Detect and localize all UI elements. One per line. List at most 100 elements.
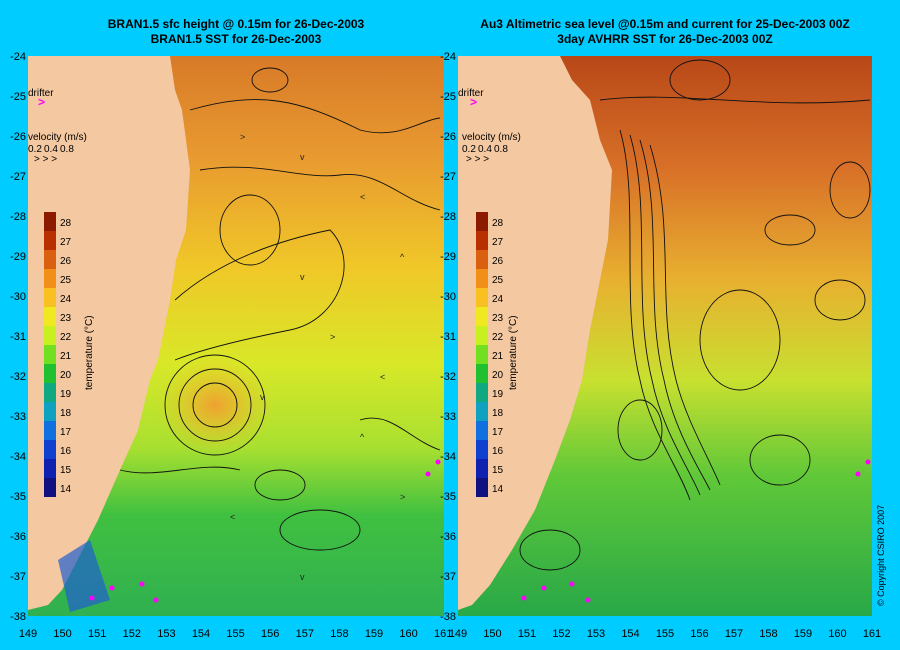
left-velocity-legend-v1: 0.2: [28, 144, 42, 155]
right-y-tick-label: -33: [440, 411, 456, 423]
right-x-tick-label: 155: [656, 628, 674, 640]
left-y-tick-label: -27: [10, 171, 26, 183]
left-y-tick-label: -33: [10, 411, 26, 423]
right-colorbar-swatch: [476, 345, 488, 364]
left-y-tick-label: -38: [10, 611, 26, 623]
svg-text:<: <: [360, 192, 365, 202]
left-colorbar-tick: 16: [60, 446, 72, 457]
left-colorbar-tick: 15: [60, 465, 72, 476]
left-colorbar-tick: 17: [60, 427, 72, 438]
left-colorbar-tick: 27: [60, 237, 72, 248]
right-x-tick-label: 152: [552, 628, 570, 640]
right-y-tick-label: -26: [440, 131, 456, 143]
left-colorbar-swatch: [44, 440, 56, 459]
left-velocity-legend-title: velocity (m/s): [28, 132, 87, 143]
right-colorbar-swatch: [476, 250, 488, 269]
left-x-tick-label: 154: [192, 628, 210, 640]
right-x-tick-label: 160: [828, 628, 846, 640]
right-colorbar-swatch: [476, 459, 488, 478]
left-x-tick-label: 153: [157, 628, 175, 640]
right-x-tick-label: 159: [794, 628, 812, 640]
right-y-tick-label: -24: [440, 51, 456, 63]
svg-text:>: >: [330, 332, 335, 342]
left-colorbar-swatch: [44, 269, 56, 288]
right-colorbar-tick: 27: [492, 237, 504, 248]
right-colorbar-tick: 16: [492, 446, 504, 457]
right-colorbar-swatch: [476, 288, 488, 307]
left-warm-eddy: [155, 355, 275, 455]
left-colorbar-tick: 26: [60, 256, 72, 267]
left-y-tick-label: -34: [10, 451, 26, 463]
right-colorbar-swatch: [476, 440, 488, 459]
right-colorbar-swatch: [476, 326, 488, 345]
right-colorbar-tick: 14: [492, 484, 504, 495]
right-colorbar-tick: 24: [492, 294, 504, 305]
right-velocity-legend-title: velocity (m/s): [462, 132, 521, 143]
left-drifter-label: drifter: [28, 88, 54, 99]
left-colorbar-swatch: [44, 478, 56, 497]
left-colorbar-swatch: [44, 307, 56, 326]
right-y-tick-label: -30: [440, 291, 456, 303]
left-colorbar-tick: 14: [60, 484, 72, 495]
left-x-axis: 149 150 151 152 153 154 155 156 157 158 159 160 161: [19, 628, 453, 640]
left-y-tick-label: -26: [10, 131, 26, 143]
left-map-panel: > v < ^ v > < v ^ > < v drifter > velocity (m/s)…: [28, 17, 444, 616]
left-colorbar-swatch: [44, 402, 56, 421]
left-contours: [119, 67, 441, 551]
left-y-tick-label: -30: [10, 291, 26, 303]
right-y-tick-label: -35: [440, 491, 456, 503]
left-title-line1: BRAN1.5 sfc height @ 0.15m for 26-Dec-20…: [108, 17, 365, 31]
right-colorbar-swatch: [476, 402, 488, 421]
svg-text:v: v: [300, 572, 305, 582]
right-y-tick-label: -37: [440, 571, 456, 583]
right-velocity-legend-v2: 0.4: [478, 144, 492, 155]
svg-text:v: v: [300, 152, 305, 162]
left-colorbar-tick: 18: [60, 408, 72, 419]
right-velocity-legend-v1: 0.2: [462, 144, 476, 155]
left-velocity-legend-v2: 0.4: [44, 144, 58, 155]
left-y-tick-label: -28: [10, 211, 26, 223]
right-title-line2: 3day AVHRR SST for 26-Dec-2003 00Z: [557, 32, 772, 46]
right-colorbar-tick: 15: [492, 465, 504, 476]
right-drifter-label: drifter: [458, 88, 484, 99]
left-x-tick-label: 160: [399, 628, 417, 640]
right-y-tick-label: -25: [440, 91, 456, 103]
right-y-tick-label: -27: [440, 171, 456, 183]
colorbar-right: 28 27 26 25 24 23 22 21 20 19 18 17 16 15 14: [476, 212, 504, 497]
left-cold-water: [58, 540, 110, 612]
right-y-tick-label: -28: [440, 211, 456, 223]
right-colorbar-swatch: [476, 364, 488, 383]
right-x-tick-label: 156: [690, 628, 708, 640]
svg-text:<: <: [380, 372, 385, 382]
left-colorbar-tick: 24: [60, 294, 72, 305]
right-x-tick-label: 153: [587, 628, 605, 640]
right-colorbar-tick: 17: [492, 427, 504, 438]
right-x-axis: 149 150 151 152 153 154 155 156 157 158 159 160 161: [449, 628, 881, 640]
right-colorbar-tick: 18: [492, 408, 504, 419]
left-y-tick-label: -25: [10, 91, 26, 103]
left-y-tick-label: -32: [10, 371, 26, 383]
left-current-vectors: > v < ^ v > < v ^ > < v: [230, 132, 405, 582]
svg-text:<: <: [230, 512, 235, 522]
right-contours: [519, 59, 871, 571]
right-x-tick-label: 158: [759, 628, 777, 640]
svg-text:>: >: [240, 132, 245, 142]
right-x-tick-label: 157: [725, 628, 743, 640]
right-drifter-marker: >: [470, 95, 477, 109]
right-colorbar-label: temperature (°C): [508, 315, 519, 390]
left-colorbar-tick: 19: [60, 389, 72, 400]
right-drifter-track: [521, 459, 871, 603]
right-velocity-legend-v3: 0.8: [494, 144, 508, 155]
left-x-tick-label: 150: [53, 628, 71, 640]
left-colorbar-label: temperature (°C): [84, 315, 95, 390]
left-colorbar-swatch: [44, 212, 56, 231]
left-colorbar-tick: 23: [60, 313, 72, 324]
left-colorbar-swatch: [44, 231, 56, 250]
left-colorbar-tick: 21: [60, 351, 72, 362]
left-colorbar-swatch: [44, 288, 56, 307]
left-y-tick-label: -35: [10, 491, 26, 503]
svg-text:^: ^: [360, 432, 365, 442]
copyright: © Copyright CSIRO 2007: [876, 505, 886, 606]
left-x-tick-label: 158: [330, 628, 348, 640]
left-land-mass: [28, 56, 190, 610]
